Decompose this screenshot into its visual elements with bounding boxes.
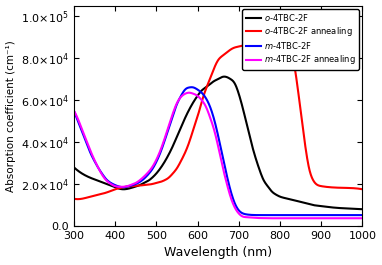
Y-axis label: Absorption coefficient (cm⁻¹): Absorption coefficient (cm⁻¹) — [6, 40, 16, 192]
X-axis label: Wavelength (nm): Wavelength (nm) — [164, 246, 272, 259]
Legend: $o$-4TBC-2F, $o$-4TBC-2F annealing, $m$-4TBC-2F, $m$-4TBC-2F annealing: $o$-4TBC-2F, $o$-4TBC-2F annealing, $m$-… — [243, 9, 359, 70]
